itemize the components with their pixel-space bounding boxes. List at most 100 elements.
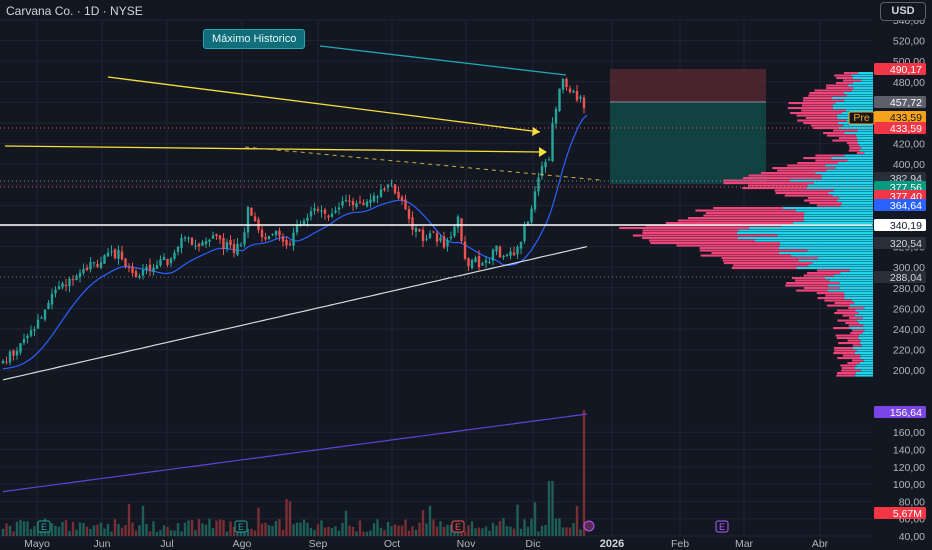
vp-bar-up	[844, 297, 873, 300]
candle-body	[285, 240, 288, 246]
volume-bar	[355, 531, 358, 536]
vp-bar-up	[827, 284, 873, 287]
candle-body	[558, 88, 561, 111]
ath-callout[interactable]: Máximo Historico	[203, 29, 306, 49]
vp-bar-down	[837, 372, 856, 375]
vp-bar-down	[848, 307, 865, 310]
volume-bar	[376, 519, 379, 536]
volume-bar	[397, 525, 400, 536]
candle-body	[390, 183, 393, 185]
vp-bar-up	[737, 237, 873, 240]
vp-bar-up	[793, 222, 873, 225]
candle-body	[320, 210, 323, 212]
take-profit-zone[interactable]	[610, 102, 766, 184]
volume-bar	[288, 501, 292, 536]
trendline-dashed[interactable]	[244, 146, 601, 181]
stop-loss-zone[interactable]	[610, 69, 766, 102]
volume-bar	[463, 531, 467, 536]
vp-bar-up	[838, 127, 873, 130]
candle-body	[407, 209, 411, 219]
volume-bar	[257, 507, 260, 536]
vp-bar-down	[848, 149, 860, 152]
candle-body	[313, 208, 316, 211]
volume-bar	[474, 528, 477, 536]
vp-bar-down	[836, 337, 859, 340]
vp-bar-up	[858, 312, 873, 315]
candle-body	[323, 209, 327, 214]
vp-bar-down	[804, 199, 837, 202]
candle-body	[418, 229, 421, 232]
volume-bar	[495, 525, 498, 536]
candle-body	[288, 243, 292, 245]
vp-bar-down	[814, 89, 852, 92]
volume-tick: 160,00	[893, 427, 925, 439]
volume-bar	[183, 522, 187, 536]
vp-bar-down	[834, 312, 859, 315]
candle-body	[159, 259, 162, 266]
symbol-header[interactable]: Carvana Co. · 1D · NYSE	[6, 4, 143, 18]
vp-bar-up	[855, 134, 873, 137]
candle-body	[376, 196, 379, 198]
vp-bar-down	[835, 334, 860, 337]
candle-body	[330, 213, 334, 217]
vp-bar-up	[855, 309, 873, 312]
vp-bar-down	[772, 167, 836, 170]
vp-bar-up	[825, 164, 873, 167]
price-label: 433,59	[890, 112, 922, 124]
vp-bar-down	[808, 94, 847, 97]
vp-bar-up	[845, 109, 873, 112]
candle-body	[96, 263, 99, 267]
vp-bar-down	[826, 304, 851, 307]
candle-body	[155, 265, 159, 269]
candle-body	[467, 258, 470, 267]
candle-body	[236, 243, 239, 255]
vp-bar-up	[778, 252, 873, 255]
candle-body	[379, 189, 383, 197]
candle-body	[99, 262, 103, 268]
vp-bar-up	[863, 324, 873, 327]
time-axis[interactable]: Mayo Jun Jul Ago Sep Oct Nov Dic 2026 Feb Mar Abr	[24, 538, 829, 550]
vp-bar-up	[862, 317, 873, 320]
trendline-lower[interactable]	[4, 145, 544, 153]
volume-bar	[502, 518, 505, 536]
ma-slow-line	[2, 246, 588, 381]
volume-bar	[565, 527, 568, 536]
volume-bar	[519, 528, 523, 536]
candle-body	[439, 237, 442, 241]
volume-bar	[187, 520, 190, 536]
volume-bar	[505, 526, 509, 536]
volume-bar	[110, 531, 113, 536]
vp-bar-down	[786, 282, 840, 285]
volume-bar	[166, 526, 169, 536]
vp-bar-down	[809, 202, 842, 205]
candle-body	[187, 237, 190, 239]
vp-bar-up	[864, 307, 873, 310]
vp-bar-down	[642, 229, 739, 232]
vp-bar-down	[642, 232, 737, 235]
vp-bar-up	[836, 199, 873, 202]
vp-bar-down	[816, 292, 844, 295]
vp-bar-down	[845, 322, 859, 325]
vp-bar-down	[777, 169, 827, 172]
vp-bar-up	[843, 124, 873, 127]
vp-bar-up	[856, 319, 873, 322]
volume-bar	[344, 510, 348, 536]
vp-bar-up	[862, 332, 873, 335]
vp-bar-down	[842, 79, 862, 82]
volume-bar	[225, 531, 229, 536]
candle-body	[428, 233, 432, 239]
vp-bar-up	[803, 219, 873, 222]
vp-bar-down	[842, 314, 855, 317]
trendline-upper[interactable]	[107, 76, 541, 133]
time-tick: 2026	[600, 538, 624, 550]
candle-body	[78, 272, 82, 278]
vp-bar-up	[821, 177, 873, 180]
vp-bar-down	[676, 244, 780, 247]
currency-button[interactable]: USD	[880, 2, 926, 21]
vp-bar-up	[825, 277, 873, 280]
volume-bar	[512, 528, 516, 536]
vp-bar-up	[782, 207, 873, 210]
volume-bar	[330, 528, 334, 536]
